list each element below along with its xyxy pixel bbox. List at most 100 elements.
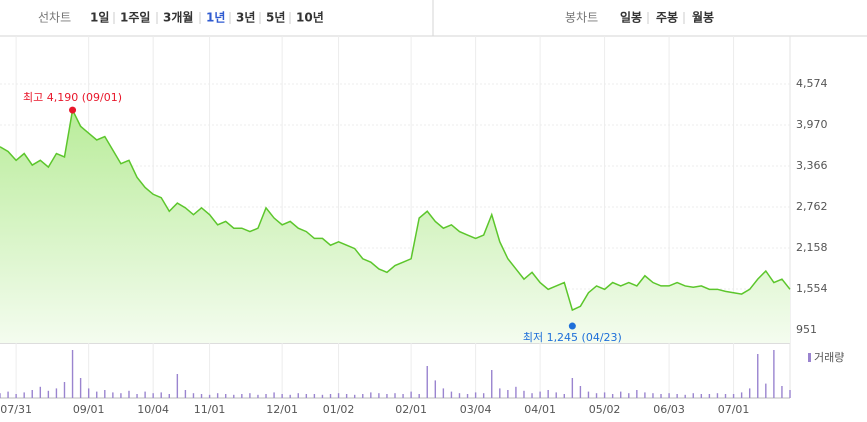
volume-bar: [789, 390, 791, 398]
volume-bar: [47, 390, 50, 398]
volume-bar: [531, 393, 533, 398]
volume-bar: [136, 394, 138, 398]
candle-tab[interactable]: 일봉: [620, 11, 642, 25]
period-tab[interactable]: 3개월: [163, 10, 193, 25]
period-tab[interactable]: 5년: [266, 11, 285, 25]
period-tab[interactable]: 3년: [236, 11, 255, 25]
volume-bar: [265, 394, 267, 398]
volume-bar: [257, 394, 259, 398]
volume-bar: [571, 378, 574, 398]
y-tick-label: 4,574: [796, 77, 828, 90]
x-tick-label: 04/01: [524, 403, 556, 416]
volume-bar: [337, 393, 340, 398]
volume-bar: [434, 380, 437, 398]
volume-bar: [418, 394, 420, 398]
volume-bar: [692, 393, 694, 398]
period-tab[interactable]: 1주일: [120, 11, 150, 25]
volume-bar: [305, 394, 308, 398]
min-label: 최저 1,245 (04/23): [523, 331, 622, 344]
volume-bar: [200, 394, 203, 398]
volume-bar: [96, 391, 98, 398]
y-tick-label: 1,554: [796, 282, 828, 295]
volume-bar: [676, 394, 678, 398]
volume-bar: [216, 393, 219, 398]
volume-bar: [668, 393, 670, 398]
volume-bar: [507, 390, 509, 398]
volume-bar: [353, 394, 356, 398]
legend-swatch: [808, 353, 811, 362]
volume-bar: [281, 394, 283, 398]
volume-bar: [523, 390, 525, 398]
x-tick-label: 07/31: [0, 403, 32, 416]
volume-bar: [636, 390, 638, 398]
volume-bar: [563, 394, 565, 398]
volume-bar: [466, 394, 469, 398]
volume-bar: [426, 366, 428, 398]
volume-bar: [345, 394, 348, 398]
max-point: [69, 106, 77, 114]
volume-bar: [499, 388, 501, 398]
volume-bar: [579, 386, 582, 398]
x-tick-label: 06/03: [653, 403, 685, 416]
volume-bar: [450, 391, 453, 398]
volume-bar: [128, 390, 130, 398]
volume-bar: [144, 391, 146, 398]
volume-bar: [120, 393, 122, 398]
volume-bar: [370, 392, 372, 398]
volume-bar: [748, 388, 751, 398]
volume-bar: [79, 378, 82, 398]
volume-bar: [628, 393, 630, 398]
x-tick-label: 10/04: [137, 403, 169, 416]
volume-bar: [249, 393, 251, 398]
volume-bar: [482, 393, 485, 398]
volume-bar: [724, 394, 727, 398]
volume-bar: [0, 393, 1, 398]
min-point: [568, 322, 576, 330]
volume-bar: [394, 393, 396, 398]
volume-bar: [378, 393, 380, 398]
candle-tab[interactable]: 월봉: [692, 10, 714, 25]
volume-bar: [31, 390, 33, 398]
y-tick-label: 3,970: [796, 118, 828, 131]
x-tick-label: 12/01: [266, 403, 298, 416]
volume-bar: [386, 394, 388, 398]
x-tick-label: 09/01: [73, 403, 105, 416]
y-tick-label: 951: [796, 323, 817, 336]
volume-bar: [112, 392, 114, 398]
volume-bar: [781, 386, 783, 398]
volume-bar: [55, 388, 58, 398]
volume-bar: [587, 391, 590, 398]
volume-bar: [313, 394, 316, 398]
volume-bar: [708, 394, 711, 398]
volume-bar: [297, 393, 299, 398]
volume-bar: [515, 386, 517, 398]
volume-bar: [620, 391, 622, 398]
candle-tab[interactable]: 주봉: [656, 11, 678, 25]
volume-bar: [176, 374, 179, 398]
volume-bar: [611, 394, 614, 398]
volume-bar: [63, 382, 66, 398]
volume-bar: [192, 393, 195, 398]
volume-bar: [208, 394, 211, 398]
period-tab[interactable]: 10년: [296, 11, 324, 25]
volume-bar: [15, 394, 17, 398]
volume-bar: [402, 394, 404, 398]
candle-chart-label: 봉차트: [565, 11, 598, 25]
volume-bar: [233, 394, 235, 398]
volume-bar: [555, 392, 557, 398]
y-tick-label: 2,158: [796, 241, 828, 254]
volume-bar: [765, 383, 767, 398]
volume-bar: [458, 393, 461, 398]
volume-bar: [652, 393, 654, 398]
volume-bar: [773, 350, 775, 398]
volume-bar: [732, 394, 735, 398]
volume-bar: [152, 393, 154, 398]
x-tick-label: 11/01: [194, 403, 226, 416]
volume-bar: [700, 394, 703, 398]
volume-bar: [595, 393, 598, 398]
period-tab[interactable]: 1년: [206, 11, 225, 25]
max-label: 최고 4,190 (09/01): [23, 91, 122, 104]
volume-bar: [684, 394, 686, 398]
volume-bar: [71, 350, 74, 398]
period-tab[interactable]: 1일: [90, 11, 109, 25]
